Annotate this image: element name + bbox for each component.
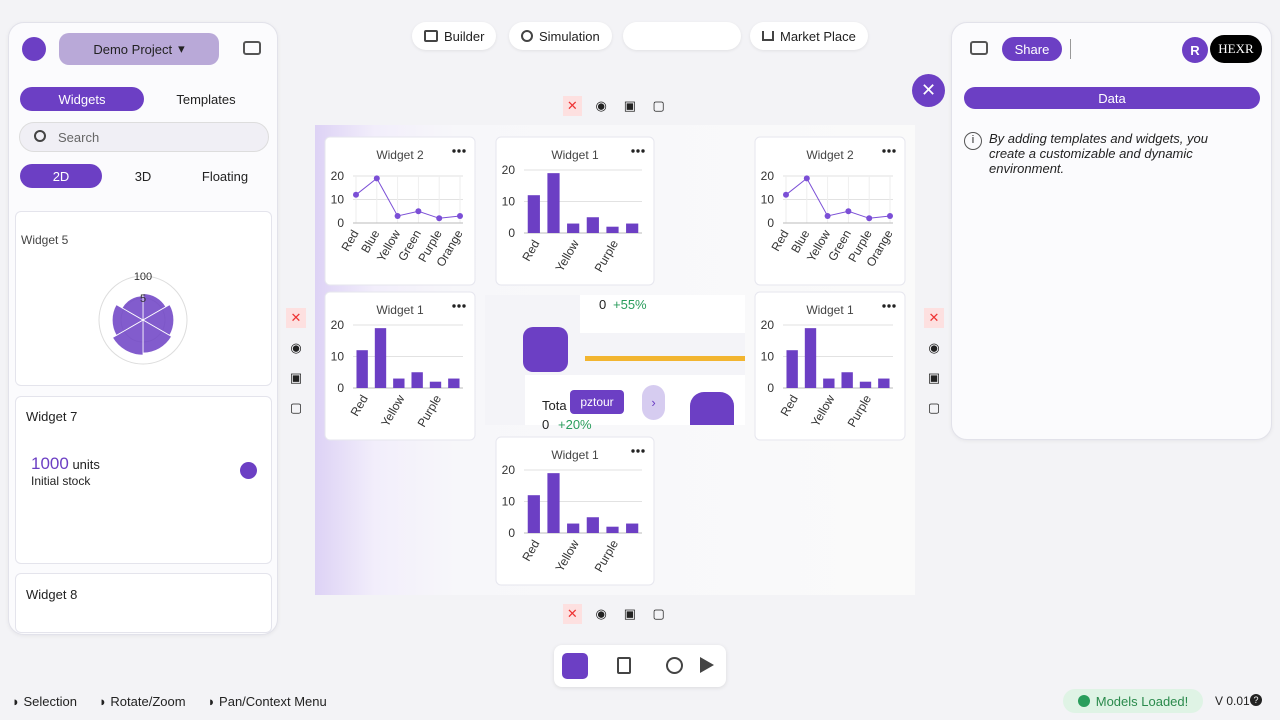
nav-label: Visualization (653, 28, 726, 44)
overlap-area: 0 +55% Tota 0 +20% pztour › (485, 295, 745, 432)
project-selector[interactable]: Demo Project ▾ (59, 33, 219, 65)
toggle-sidebar[interactable] (243, 41, 261, 55)
widget-card[interactable]: Widget 8 (15, 573, 272, 633)
control-label: Rotate/Zoom (110, 693, 186, 709)
avatar[interactable]: R (1182, 37, 1208, 63)
project-name: Demo Project (93, 41, 173, 57)
nav-label: Builder (444, 28, 485, 44)
widget-title: Widget 7 (26, 409, 78, 424)
control-hint: ◗ Pan/Context Menu (207, 693, 327, 709)
mode[interactable]: 3D (134, 168, 152, 184)
bottom-toolbar (554, 645, 726, 687)
tab[interactable]: Templates (176, 91, 236, 107)
version: V 0.01 (1215, 694, 1250, 708)
select-tool[interactable] (562, 653, 588, 679)
kpi-value: 0 (599, 297, 607, 312)
info-text: By adding templates and widgets, you cre… (989, 131, 1208, 176)
kpi-change: +20% (558, 417, 592, 432)
widget-card[interactable] (15, 211, 272, 386)
nav-button[interactable]: Visualization (623, 22, 741, 50)
widget-card[interactable]: Widget 7 1000 units Initial stock (15, 396, 272, 564)
tab[interactable]: Widgets (20, 87, 144, 111)
doc-icon[interactable] (523, 327, 568, 372)
widget-icon (240, 462, 257, 479)
tools-button[interactable]: ✕ (912, 74, 945, 107)
next-button[interactable]: › (642, 385, 665, 420)
nav-button[interactable]: Simulation (509, 22, 612, 50)
comment-tool[interactable] (666, 657, 683, 674)
sidebar: Demo Project ▾ Widgets Templates Search 2… (8, 22, 278, 635)
controls-legend: ◗ Selection ◗ Rotate/Zoom ◗ Pan/Context … (12, 690, 327, 712)
help[interactable]: ? (1250, 694, 1262, 706)
kpi-card: 0 +55% (580, 295, 745, 333)
share-button[interactable]: Share (1002, 37, 1062, 61)
search-placeholder: Search (58, 130, 100, 145)
mode[interactable]: 2D (20, 164, 102, 188)
toolbar: ✕ ◉ ▣ ▢ (563, 96, 668, 116)
nav-label: Market Place (780, 28, 856, 44)
kpi-label: Tota (542, 398, 567, 413)
toolbar: ✕ ◉ ▣ ▢ (924, 308, 944, 418)
toolbar: ✕ ◉ ▣ ▢ (286, 308, 306, 418)
cart-icon[interactable] (690, 392, 734, 425)
nav-button[interactable]: Market Place (750, 22, 868, 50)
control-label: Selection (23, 693, 77, 709)
search-box[interactable]: Search (19, 122, 269, 152)
nav-label: Simulation (539, 28, 600, 44)
bookmark-tool[interactable] (617, 657, 631, 674)
kpi-unit: units (72, 457, 100, 472)
right-panel: Share R HEXR Data i By adding templates … (951, 22, 1272, 440)
mode[interactable]: Floating (201, 168, 249, 184)
status-badge: Models Loaded! (1063, 689, 1203, 713)
control-hint: ◗ Selection (12, 693, 77, 709)
toggle-panel[interactable] (970, 41, 988, 55)
logo[interactable] (22, 37, 46, 61)
kpi-value: 1000 (31, 454, 69, 473)
control-label: Pan/Context Menu (219, 693, 327, 709)
nav-button[interactable]: Builder (412, 22, 497, 50)
kpi-value: 0 (542, 417, 550, 432)
play-tool[interactable] (700, 657, 714, 673)
data-tab[interactable]: Data (964, 87, 1260, 109)
control-hint: ◗ Rotate/Zoom (98, 693, 186, 709)
kpi-caption: Initial stock (31, 474, 91, 488)
tooltip: pztour (570, 390, 624, 414)
toolbar: ✕ ◉ ▣ ▢ (563, 604, 668, 624)
brand: HEXR (1210, 35, 1262, 63)
widget-title: Widget 8 (26, 587, 78, 602)
kpi-change: +55% (613, 297, 647, 312)
status-text: Models Loaded! (1095, 693, 1189, 709)
